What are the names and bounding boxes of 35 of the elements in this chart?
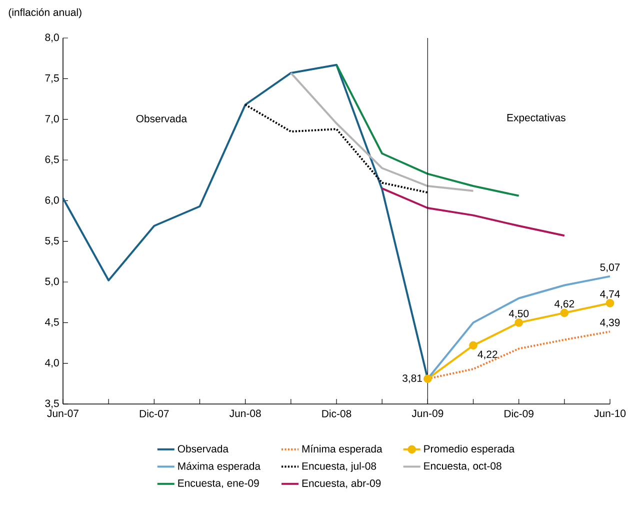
x-tick-label: Jun-09 bbox=[412, 410, 444, 418]
y-tick-label: 5,5 bbox=[45, 237, 59, 246]
y-tick-label: 6,5 bbox=[45, 156, 59, 164]
x-tick-label: Jun-07 bbox=[47, 410, 78, 418]
y-axis-title: (inflación anual) bbox=[8, 8, 82, 18]
data-label: 4,74 bbox=[600, 290, 620, 299]
legend-label: Encuesta, oct-08 bbox=[424, 462, 502, 471]
x-tick-label: Jun-10 bbox=[594, 410, 626, 418]
y-tick-label: 7,0 bbox=[45, 115, 59, 124]
data-label: 4,22 bbox=[478, 350, 498, 360]
legend-label: Encuesta, abr-09 bbox=[302, 479, 381, 488]
data-label: 3,81 bbox=[402, 374, 422, 384]
x-tick-label: Dic-08 bbox=[322, 410, 352, 418]
x-tick-label: Jun-08 bbox=[230, 410, 261, 418]
legend-label: Máxima esperada bbox=[178, 462, 261, 472]
legend-label: Observada bbox=[178, 444, 229, 453]
data-label: 4,62 bbox=[554, 300, 574, 309]
data-label: 4,39 bbox=[600, 318, 620, 328]
x-tick-label: Dic-09 bbox=[504, 410, 534, 418]
y-tick-label: 4,5 bbox=[45, 318, 59, 327]
y-tick-label: 4,0 bbox=[45, 359, 59, 368]
annotation: Expectativas bbox=[507, 114, 566, 124]
legend-label: Promedio esperada bbox=[424, 444, 515, 455]
legend-label: Encuesta, ene-09 bbox=[178, 479, 259, 488]
y-tick-label: 7,5 bbox=[45, 74, 59, 83]
data-label: 5,07 bbox=[600, 263, 620, 272]
y-tick-label: 6,0 bbox=[45, 196, 59, 205]
legend-label: Encuesta, jul-08 bbox=[302, 462, 376, 472]
legend-label: Mínima esperada bbox=[302, 444, 382, 455]
y-tick-label: 8,0 bbox=[45, 34, 59, 42]
annotation: Observada bbox=[136, 114, 188, 122]
y-tick-label: 5,0 bbox=[45, 278, 59, 286]
data-label: 4,50 bbox=[508, 310, 529, 318]
x-tick-label: Dic-07 bbox=[140, 410, 169, 418]
y-tick-label: 3,5 bbox=[45, 400, 59, 408]
